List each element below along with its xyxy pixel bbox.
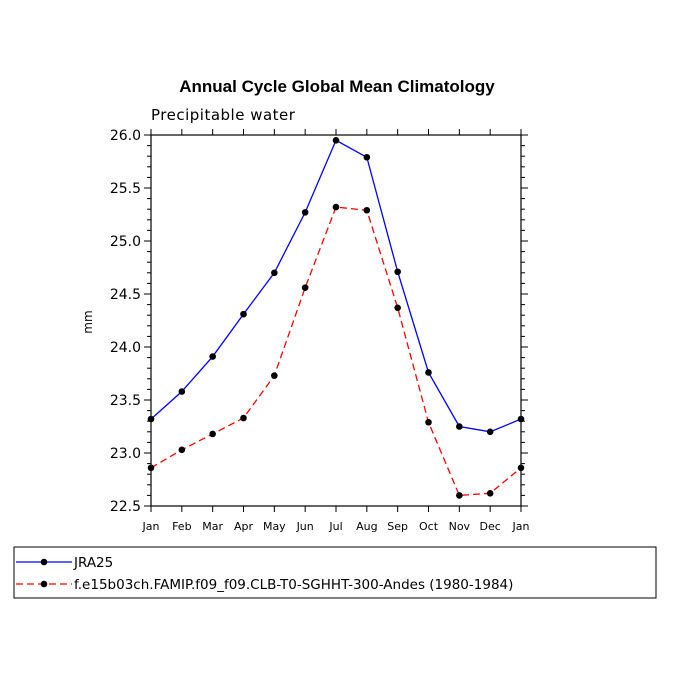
series-2-point (517, 464, 525, 472)
series-1-point (425, 369, 432, 376)
x-tick-label: Feb (172, 520, 191, 533)
legend-label-1: JRA25 (73, 555, 113, 571)
series-2-point (425, 418, 432, 426)
series-2-point (209, 430, 216, 438)
series-2-point (178, 446, 186, 454)
chart-title: Annual Cycle Global Mean Climatology (179, 77, 495, 96)
series-2-point (301, 284, 309, 291)
series-1-point (147, 415, 155, 423)
y-tick-label: 24.0 (110, 340, 141, 356)
series-1-point (486, 428, 494, 436)
x-tick-label: Jul (328, 520, 342, 533)
x-tick-label: Apr (234, 520, 254, 533)
series-1-point (271, 269, 278, 277)
y-tick-label: 25.5 (110, 181, 141, 197)
series-1-point (363, 153, 371, 161)
series-2-point (456, 492, 463, 499)
y-tick-label: 23.5 (110, 393, 141, 409)
series-group (147, 137, 525, 499)
series-1-point (240, 310, 247, 318)
x-tick-label: Mar (202, 520, 223, 533)
x-tick-label: Dec (480, 520, 501, 533)
legend-marker-1 (40, 558, 48, 566)
x-tick-label: Jan (142, 520, 160, 533)
x-tick-label: Oct (419, 520, 439, 533)
x-tick-label: Aug (356, 520, 377, 533)
series-2-point (332, 203, 340, 211)
y-tick-label: 22.5 (110, 499, 141, 515)
y-tick-label: 25.0 (110, 234, 141, 250)
axis-tick-labels: 22.5 23.0 23.5 24.0 24.5 25.0 25.5 26.0 Jan Feb Ma… (110, 128, 530, 533)
x-tick-label: May (263, 520, 286, 533)
x-tick-label: Sep (387, 520, 408, 533)
y-tick-label: 24.5 (110, 287, 141, 303)
chart-subtitle: Precipitable water (151, 106, 296, 124)
series-2-point (147, 464, 155, 472)
series-1-point (517, 415, 525, 423)
series-2-point (363, 206, 371, 214)
series-2-point (486, 489, 494, 497)
series-1-point (301, 209, 309, 216)
series-1-point (394, 268, 401, 276)
x-tick-label: Jun (296, 520, 314, 533)
y-axis-label: mm (81, 310, 95, 333)
series-1-point (332, 137, 340, 144)
y-tick-label: 26.0 (110, 128, 141, 144)
axis-ticks (144, 129, 528, 512)
legend-marker-2 (40, 580, 48, 588)
x-tick-label: Nov (449, 520, 471, 533)
x-tick-label: Jan (512, 520, 530, 533)
series-2-point (271, 372, 278, 379)
legend: JRA25 f.e15b03ch.FAMIP.f09_f09.CLB-T0-SGH… (16, 555, 513, 593)
y-tick-label: 23.0 (110, 446, 141, 462)
plot-frame (150, 134, 522, 507)
series-1-point (178, 388, 186, 395)
series-2-point (240, 414, 247, 422)
series-1-point (209, 353, 216, 360)
legend-label-2: f.e15b03ch.FAMIP.f09_f09.CLB-T0-SGHHT-30… (74, 577, 513, 593)
legend-box (13, 546, 657, 599)
series-1-point (456, 423, 463, 430)
series-line-1 (150, 139, 522, 433)
series-2-point (394, 304, 401, 312)
series-line-2 (150, 206, 522, 497)
